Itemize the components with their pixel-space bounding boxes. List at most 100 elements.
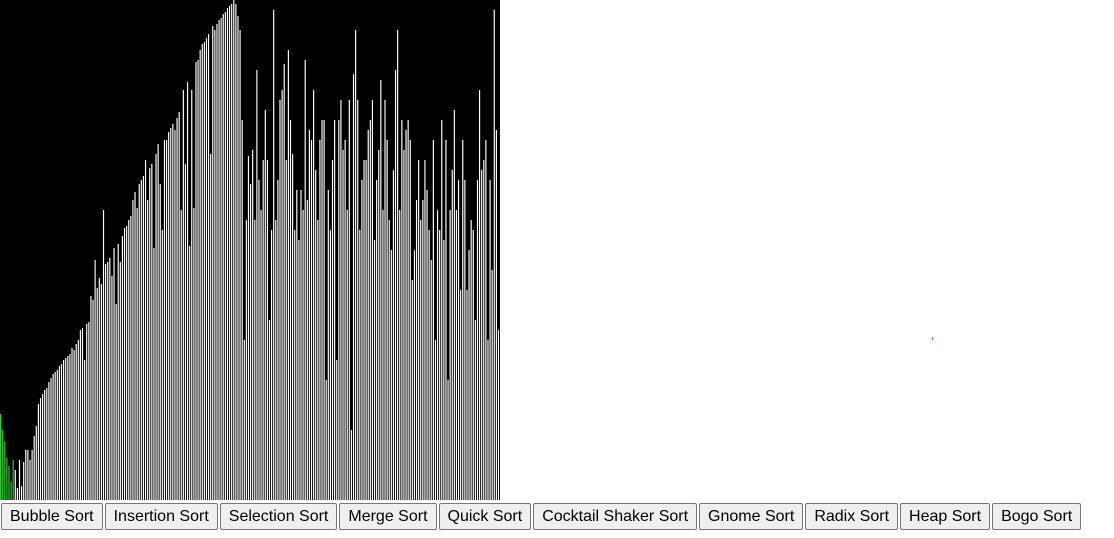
array-bar <box>226 8 229 500</box>
array-bar <box>239 30 241 500</box>
array-bar <box>327 190 329 500</box>
array-bar <box>4 442 6 500</box>
array-bar <box>428 230 430 500</box>
array-bar <box>376 180 378 500</box>
bubble-sort-button[interactable]: Bubble Sort <box>1 503 103 530</box>
array-bar <box>422 200 424 500</box>
array-bar <box>109 258 111 500</box>
array-bar <box>218 20 220 500</box>
array-bar <box>287 50 289 500</box>
array-bar <box>142 176 145 500</box>
array-bar <box>105 264 107 500</box>
array-bar <box>262 160 264 500</box>
array-bar <box>39 398 42 500</box>
array-bar <box>321 120 323 500</box>
selection-sort-button[interactable]: Selection Sort <box>219 503 338 530</box>
array-bar <box>168 132 170 500</box>
array-bar <box>363 160 365 500</box>
array-bar <box>94 260 96 500</box>
array-bar <box>485 140 487 500</box>
array-bar <box>186 82 189 500</box>
array-bar <box>352 74 355 500</box>
array-bar <box>310 140 313 500</box>
array-bar <box>334 120 336 500</box>
bogo-sort-button[interactable]: Bogo Sort <box>992 503 1082 530</box>
array-bar <box>73 350 75 500</box>
array-bar <box>491 270 493 500</box>
array-bar <box>495 130 497 500</box>
array-bar <box>472 230 474 500</box>
array-bar <box>279 100 281 500</box>
array-bar <box>121 236 124 500</box>
array-bar <box>296 190 298 500</box>
array-bar <box>275 220 277 500</box>
array-bar <box>455 210 458 500</box>
array-bar <box>18 460 21 500</box>
array-bar <box>268 320 271 500</box>
array-bar <box>212 26 214 500</box>
array-bar <box>457 180 460 500</box>
array-bar <box>44 390 46 500</box>
array-bar <box>165 140 168 500</box>
array-bar <box>407 120 409 500</box>
quick-sort-button[interactable]: Quick Sort <box>438 503 532 530</box>
array-bar <box>420 220 422 500</box>
array-bar <box>224 12 226 500</box>
array-bar <box>207 34 210 500</box>
array-bar <box>277 180 279 500</box>
array-bar <box>46 388 48 500</box>
array-bar <box>300 190 302 500</box>
array-bar <box>126 226 128 500</box>
array-bar <box>355 30 357 500</box>
radix-sort-button[interactable]: Radix Sort <box>805 503 899 530</box>
gnome-sort-button[interactable]: Gnome Sort <box>699 503 804 530</box>
array-bar <box>373 240 376 500</box>
array-bar <box>195 62 197 500</box>
array-bar <box>84 360 86 500</box>
array-bar <box>107 262 109 500</box>
array-bar <box>199 50 201 500</box>
array-bar <box>75 344 77 500</box>
array-bar <box>256 70 258 500</box>
array-bar <box>63 360 65 500</box>
array-bar <box>430 260 432 500</box>
array-bar <box>432 140 434 500</box>
array-bar <box>35 426 37 500</box>
array-bar <box>33 436 35 500</box>
array-bar <box>228 6 231 500</box>
array-bar <box>394 70 397 500</box>
array-bar <box>23 462 25 500</box>
array-bar <box>434 340 437 500</box>
array-bar <box>460 290 462 500</box>
array-bar <box>220 18 222 500</box>
array-bar <box>237 16 239 500</box>
array-bar <box>464 180 466 500</box>
heap-sort-button[interactable]: Heap Sort <box>900 503 991 530</box>
array-bar <box>315 170 317 500</box>
array-bar <box>489 180 491 500</box>
array-bar <box>222 14 224 500</box>
cocktail-shaker-sort-button[interactable]: Cocktail Shaker Sort <box>533 503 698 530</box>
array-bar <box>367 130 369 500</box>
array-bar <box>8 466 10 500</box>
array-bar <box>306 200 308 500</box>
array-bar <box>388 220 390 500</box>
insertion-sort-button[interactable]: Insertion Sort <box>104 503 218 530</box>
sort-algorithm-toolbar: Bubble Sort Insertion Sort Selection Sor… <box>0 503 1082 530</box>
merge-sort-button[interactable]: Merge Sort <box>339 503 437 530</box>
highlight-marker <box>932 337 933 340</box>
array-bar <box>466 290 468 500</box>
array-bar <box>247 156 250 500</box>
array-bar <box>193 208 195 500</box>
array-bar <box>149 168 151 500</box>
array-bar <box>14 470 16 500</box>
array-bar <box>401 120 403 500</box>
array-bar <box>390 250 392 500</box>
array-bar <box>100 284 102 500</box>
array-bar <box>313 90 315 500</box>
array-bar <box>144 160 147 500</box>
array-bar <box>436 210 439 500</box>
array-bar <box>56 370 58 500</box>
array-bar <box>292 154 294 500</box>
array-bar <box>136 208 138 500</box>
